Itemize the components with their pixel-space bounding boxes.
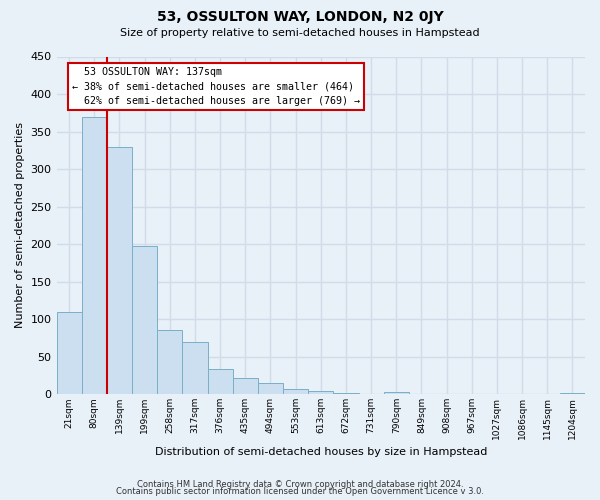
Bar [383, 392, 409, 394]
Text: Size of property relative to semi-detached houses in Hampstead: Size of property relative to semi-detach… [120, 28, 480, 38]
Bar [233, 378, 258, 394]
Bar [82, 116, 107, 394]
Bar [56, 312, 82, 394]
Bar [258, 383, 283, 394]
Text: Contains HM Land Registry data © Crown copyright and database right 2024.: Contains HM Land Registry data © Crown c… [137, 480, 463, 489]
Bar [308, 390, 334, 394]
Bar [182, 342, 208, 394]
Bar [132, 246, 157, 394]
Text: Contains public sector information licensed under the Open Government Licence v : Contains public sector information licen… [116, 487, 484, 496]
Text: 53 OSSULTON WAY: 137sqm
← 38% of semi-detached houses are smaller (464)
  62% of: 53 OSSULTON WAY: 137sqm ← 38% of semi-de… [73, 66, 361, 106]
Bar [283, 389, 308, 394]
Bar [560, 393, 585, 394]
Bar [208, 368, 233, 394]
Text: 53, OSSULTON WAY, LONDON, N2 0JY: 53, OSSULTON WAY, LONDON, N2 0JY [157, 10, 443, 24]
Y-axis label: Number of semi-detached properties: Number of semi-detached properties [15, 122, 25, 328]
Bar [334, 393, 359, 394]
X-axis label: Distribution of semi-detached houses by size in Hampstead: Distribution of semi-detached houses by … [155, 448, 487, 458]
Bar [107, 146, 132, 394]
Bar [157, 330, 182, 394]
